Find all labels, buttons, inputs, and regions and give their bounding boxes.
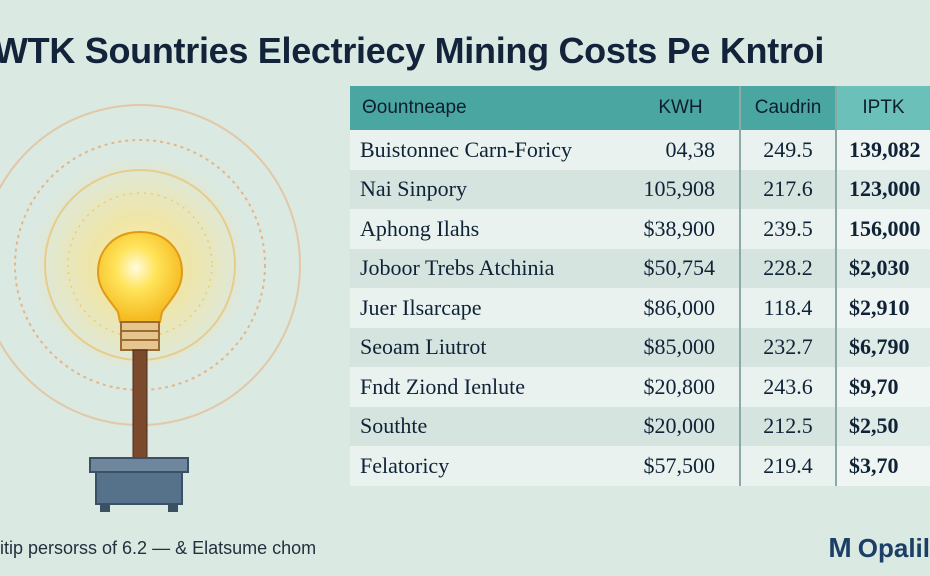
table-cell: 156,000 [836, 209, 930, 249]
table-cell: 118.4 [739, 288, 837, 328]
table-cell: Fndt Ziond Ienlute [360, 373, 525, 399]
column-header: Caudrin [739, 86, 837, 130]
table-cell: 212.5 [739, 406, 837, 446]
table-cell: $2,50 [836, 406, 930, 446]
table-cell: Aphong Ilahs [360, 215, 480, 241]
table-cell: $20,800 [643, 373, 716, 399]
table-cell: Buistonnec Carn-Foricy [360, 136, 573, 162]
table-row: Southte $20,000 212.5 $2,50 [350, 406, 930, 446]
table-cell: Southte [360, 413, 428, 439]
table-cell: $86,000 [643, 294, 716, 320]
column-header: KWH [658, 97, 703, 118]
lamp-base [95, 471, 183, 505]
table-row: Felatoricy $57,500 219.4 $3,70 [350, 446, 930, 486]
table-cell: Juer Ilsarcape [360, 294, 482, 320]
table-cell: $6,790 [836, 327, 930, 367]
brand-logo: M Opalil [828, 532, 930, 564]
table-row: Seoam Liutrot $85,000 232.7 $6,790 [350, 327, 930, 367]
bulb-socket [120, 321, 160, 351]
table-row: Nai Sinpory 105,908 217.6 123,000 [350, 169, 930, 209]
table-cell: 123,000 [836, 169, 930, 209]
table-header-row: Θountneape KWH Caudrin IPTK [350, 86, 930, 130]
table-cell: 249.5 [739, 130, 837, 170]
chart-title: WTK Sountries Electriecy Mining Costs Pe… [0, 30, 825, 71]
lamp-base-top [89, 457, 189, 473]
brand-name: Opalil [857, 532, 930, 563]
table-cell: Felatoricy [360, 452, 450, 478]
table-cell: 217.6 [739, 169, 837, 209]
column-header: IPTK [836, 86, 930, 130]
table-cell: $38,900 [643, 215, 716, 241]
table-cell: Nai Sinpory [360, 176, 467, 202]
table-cell: $3,70 [836, 446, 930, 486]
table-cell: Seoam Liutrot [360, 334, 487, 360]
column-header: Θountneape [362, 97, 467, 118]
table-cell: 228.2 [739, 248, 837, 288]
table-cell: 232.7 [739, 327, 837, 367]
table-cell: 243.6 [739, 367, 837, 407]
table-cell: $85,000 [643, 334, 716, 360]
table-cell: 139,082 [836, 130, 930, 170]
table-cell: $57,500 [643, 452, 716, 478]
lamp-pole [132, 349, 148, 461]
table-cell: Joboor Trebs Atchinia [360, 255, 555, 281]
table-cell: $20,000 [643, 413, 716, 439]
table-cell: 04,38 [665, 136, 716, 162]
cost-table: Θountneape KWH Caudrin IPTK Buistonnec C… [350, 86, 930, 486]
table-cell: 239.5 [739, 209, 837, 249]
table-cell: 105,908 [643, 176, 716, 202]
table-row: Juer Ilsarcape $86,000 118.4 $2,910 [350, 288, 930, 328]
table-cell: $2,030 [836, 248, 930, 288]
footer-note: itip persorss of 6.2 — & Elatsume chom [0, 538, 317, 558]
brand-mark-icon: M [828, 532, 852, 563]
table-row: Fndt Ziond Ienlute $20,800 243.6 $9,70 [350, 367, 930, 407]
table-row: Aphong Ilahs $38,900 239.5 156,000 [350, 209, 930, 249]
table-cell: $9,70 [836, 367, 930, 407]
table-row: Joboor Trebs Atchinia $50,754 228.2 $2,030 [350, 248, 930, 288]
table-cell: $50,754 [643, 255, 716, 281]
table-row: Buistonnec Carn-Foricy 04,38 249.5 139,082 [350, 130, 930, 170]
light-bulb-illustration [0, 104, 301, 512]
table-cell: 219.4 [739, 446, 837, 486]
table-cell: $2,910 [836, 288, 930, 328]
